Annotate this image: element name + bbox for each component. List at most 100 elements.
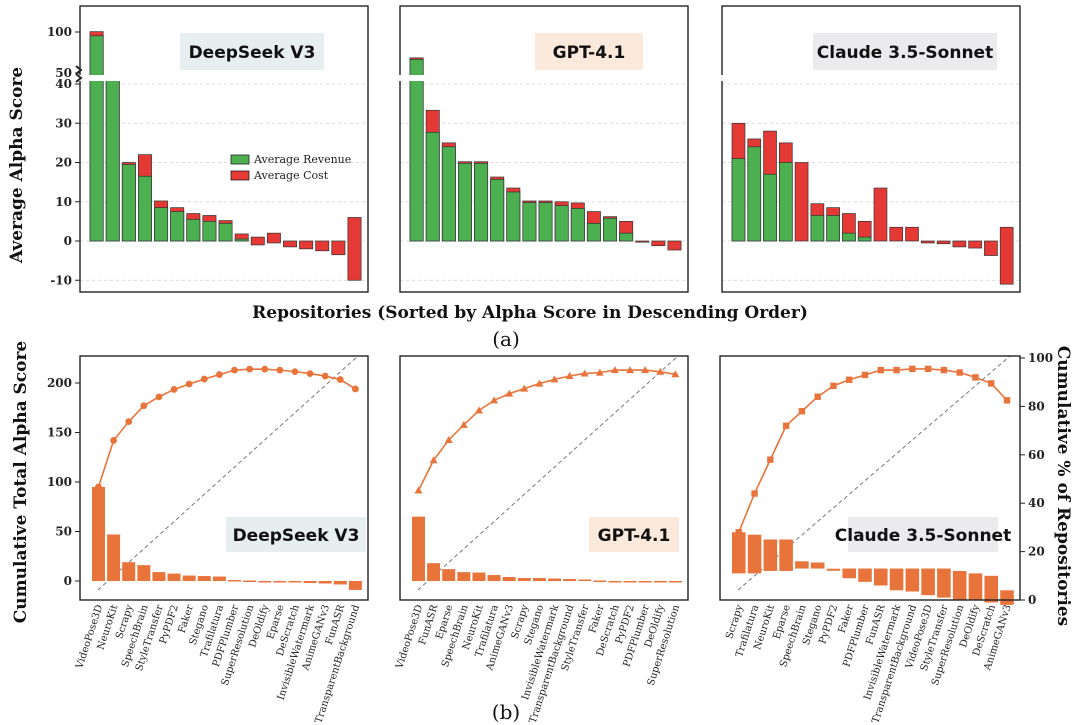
- ytick-right-label: 80: [1028, 399, 1045, 413]
- chart-title: GPT-4.1: [598, 526, 671, 546]
- cumulative-point: [940, 366, 948, 374]
- chart-a-1: DeepSeek V3: [76, 5, 372, 293]
- cumulative-point: [751, 490, 758, 497]
- revenue-bar: [234, 238, 249, 242]
- chart-title: DeepSeek V3: [233, 526, 360, 546]
- alpha-bar: [348, 581, 362, 590]
- cumulative-point: [351, 385, 359, 393]
- alpha-bar: [779, 539, 793, 571]
- alpha-bar: [137, 565, 151, 581]
- chart-b-2: VideoPose3DFunASREparseSpeechBrainNeuroK…: [394, 355, 689, 725]
- cost-bar: [347, 217, 362, 281]
- cumulative-point: [1003, 397, 1011, 404]
- revenue-bar: [89, 35, 104, 242]
- alpha-bar: [427, 563, 441, 581]
- axis-break-gap: [721, 75, 724, 81]
- legend-revenue-swatch: [230, 154, 250, 165]
- cumulative-point: [246, 365, 254, 373]
- revenue-bar: [490, 179, 505, 242]
- cost-bar: [905, 226, 919, 242]
- plot-frame: [79, 5, 369, 293]
- title-box: [226, 517, 366, 552]
- cost-bar: [315, 240, 330, 252]
- ytick-label: 40: [55, 77, 72, 91]
- cumulative-point: [610, 366, 619, 374]
- plot-frame: [79, 355, 369, 601]
- alpha-bar: [593, 580, 607, 583]
- cumulative-point: [125, 418, 133, 426]
- revenue-bar: [763, 173, 777, 242]
- alpha-bar: [318, 581, 332, 584]
- revenue-bar: [826, 215, 840, 242]
- ylabel-a: Average Alpha Score: [7, 67, 27, 265]
- title-box: [180, 33, 324, 70]
- alpha-bar: [228, 580, 241, 582]
- ytick-label: 100: [47, 475, 72, 489]
- alpha-bar: [472, 572, 486, 581]
- alpha-bar: [288, 581, 302, 583]
- cumulative-point: [155, 393, 163, 401]
- cumulative-point: [641, 366, 650, 374]
- cost-bar: [331, 240, 346, 256]
- cumulative-point: [276, 366, 284, 374]
- cumulative-point: [565, 371, 574, 379]
- revenue-bar: [570, 208, 585, 242]
- cumulative-point: [429, 456, 438, 464]
- cumulative-point: [924, 365, 932, 373]
- revenue-bar: [202, 221, 217, 242]
- ytick-label: 50: [55, 525, 72, 539]
- revenue-bar: [170, 211, 185, 242]
- panel-b-label: (b): [492, 700, 520, 724]
- alpha-bar: [442, 569, 456, 581]
- revenue-bar: [425, 131, 440, 242]
- ytick-label: 20: [55, 156, 72, 170]
- plot-frame: [399, 5, 689, 293]
- ytick-label: 200: [47, 376, 72, 390]
- alpha-bar: [608, 581, 622, 583]
- cost-bar: [667, 240, 682, 251]
- cumulative-point: [830, 382, 837, 390]
- alpha-bar: [258, 581, 272, 583]
- xlabel-a: Repositories (Sorted by Alpha Score in D…: [252, 303, 808, 323]
- cumulative-point: [110, 437, 118, 444]
- cost-bar: [794, 162, 809, 242]
- cumulative-line: [97, 368, 356, 488]
- alpha-bar: [984, 575, 999, 603]
- alpha-bar: [1000, 590, 1014, 605]
- cumulative-point: [735, 529, 742, 536]
- cost-bar: [635, 240, 650, 243]
- diagonal-reference: [737, 355, 1011, 591]
- cumulative-point: [414, 486, 423, 494]
- alpha-bar: [653, 581, 667, 583]
- cumulative-point: [861, 371, 869, 379]
- ytick-right-label: 20: [1028, 545, 1045, 559]
- alpha-bar: [532, 578, 546, 581]
- alpha-bar: [563, 579, 577, 581]
- alpha-bar: [273, 581, 287, 583]
- revenue-bar: [474, 162, 489, 242]
- chart-b-1: VideoPose3DNeuroKitScrapySpeechBrainStyl…: [74, 355, 369, 725]
- revenue-bar: [778, 162, 793, 242]
- revenue-bar: [121, 164, 136, 242]
- panel-a-label: (a): [492, 327, 520, 351]
- title-box: [813, 33, 997, 70]
- cumulative-point: [846, 376, 853, 383]
- cost-bar: [984, 240, 998, 256]
- alpha-bar: [243, 580, 257, 583]
- axis-break-gap: [399, 75, 402, 81]
- ytick-right-label: 0: [1028, 593, 1036, 607]
- cumulative-line: [417, 369, 676, 491]
- revenue-bar: [506, 191, 521, 242]
- plot-frame: [719, 355, 1021, 601]
- cumulative-point: [321, 372, 329, 380]
- cost-bar: [873, 187, 888, 242]
- alpha-bar: [810, 562, 825, 569]
- cumulative-point: [459, 420, 468, 428]
- revenue-bar: [186, 219, 201, 242]
- cumulative-point: [306, 370, 314, 377]
- panel-a: DeepSeek V3 GPT-4.1 Claude 3.5-Sonnet -10 0 1…: [47, 5, 1024, 293]
- chart-a-3: Claude 3.5-Sonnet: [718, 5, 1024, 293]
- axis-break: [76, 75, 372, 81]
- ytick-label: 0: [64, 574, 72, 588]
- cumulative-point: [140, 402, 148, 410]
